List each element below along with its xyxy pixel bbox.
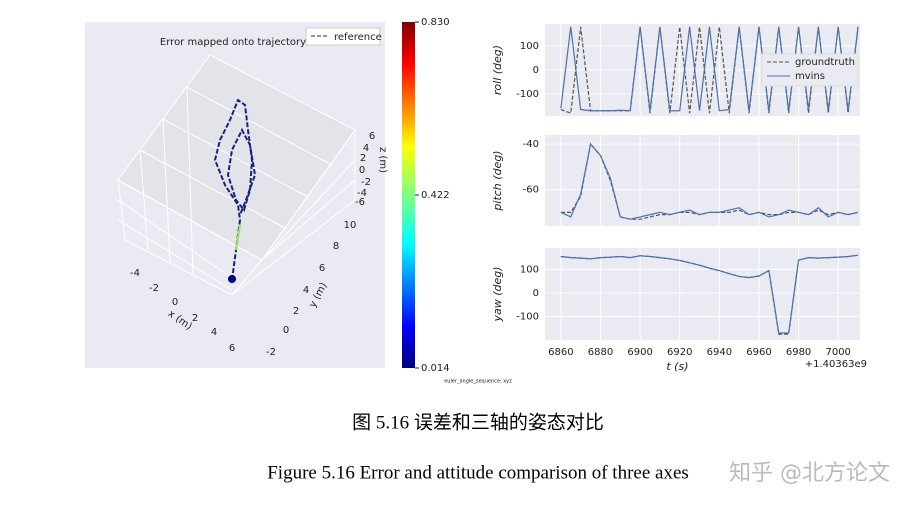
3d-tick-label: 6: [229, 343, 235, 354]
colorbar-tick-label: 0.422: [421, 190, 450, 201]
3d-tick-label: 2: [360, 153, 366, 164]
y-tick-label: -40: [523, 139, 539, 150]
3d-tick-label: -4: [130, 268, 140, 279]
3d-tick-label: 6: [319, 263, 325, 274]
x-tick-label: 6900: [627, 347, 652, 358]
3d-tick-label: 4: [363, 143, 369, 154]
x-tick-label: 6920: [667, 347, 692, 358]
3d-tick-label: 2: [192, 313, 198, 324]
y-tick-label: -60: [523, 185, 539, 196]
legend-label: groundtruth: [795, 57, 855, 68]
plot-background: [545, 248, 860, 340]
z-axis-label: z (m): [377, 147, 388, 173]
caption-zh: 图 5.16 误差和三轴的姿态对比: [352, 411, 604, 433]
3d-tick-label: 2: [293, 306, 299, 317]
3d-tick-label: 0: [283, 325, 289, 336]
legend-box: [305, 27, 381, 46]
caption-en: Figure 5.16 Error and attitude compariso…: [267, 462, 689, 483]
offset-label: +1.40363e9: [805, 359, 867, 370]
y-tick-label: -100: [516, 311, 539, 322]
3d-tick-label: -2: [361, 177, 371, 188]
x-tick-label: 6880: [588, 347, 613, 358]
line-series: [560, 142, 859, 220]
3d-tick-label: 8: [333, 241, 339, 252]
3d-tick-label: -2: [266, 347, 276, 358]
3d-tick-label: 0: [359, 165, 365, 176]
trajectory-error: [235, 224, 241, 251]
trajectory: [213, 98, 257, 281]
3d-tick-label: -6: [355, 197, 365, 208]
x-tick-label: 6860: [548, 347, 573, 358]
3d-tick-label: 6: [369, 131, 375, 142]
y-tick-label: 100: [520, 41, 539, 52]
legend-label: mvins: [795, 71, 825, 82]
note: euler_angle_sequence: xyz: [444, 379, 512, 385]
line-series: [560, 26, 859, 112]
x-tick-label: 6960: [746, 347, 771, 358]
y-axis-label: roll (deg): [491, 45, 504, 95]
watermark: 知乎 @北方论文: [729, 461, 890, 486]
colorbar-tick-label: 0.014: [421, 363, 450, 374]
3d-tick-label: -2: [149, 283, 159, 294]
trajectory-start: [228, 275, 236, 283]
x-tick-label: 6980: [786, 347, 811, 358]
3d-tick-label: 4: [303, 285, 309, 296]
legend-label: reference: [334, 32, 382, 43]
x-tick-label: 7000: [825, 347, 850, 358]
y-tick-label: 0: [533, 65, 539, 76]
y-axis-label: yaw (deg): [491, 266, 504, 322]
y-tick-label: -100: [516, 89, 539, 100]
3d-tick-label: 4: [211, 327, 217, 338]
y-axis-label: pitch (deg): [491, 150, 504, 211]
3d-panes: [117, 54, 356, 296]
y-tick-label: 100: [520, 264, 539, 275]
3d-tick-label: 0: [172, 297, 178, 308]
line-series: [560, 254, 859, 334]
3d-tick-label: 10: [344, 220, 357, 231]
3d-title: Error mapped onto trajectory: [160, 37, 306, 48]
x-axis-label: t (s): [666, 360, 688, 373]
colorbar-tick-label: 0.830: [421, 17, 450, 28]
x-tick-label: 6940: [707, 347, 732, 358]
colorbar: [402, 22, 415, 368]
legend-box: [761, 53, 859, 87]
plot-background: [545, 135, 860, 226]
3d-tick-label: -4: [357, 188, 367, 199]
y-tick-label: 0: [533, 288, 539, 299]
